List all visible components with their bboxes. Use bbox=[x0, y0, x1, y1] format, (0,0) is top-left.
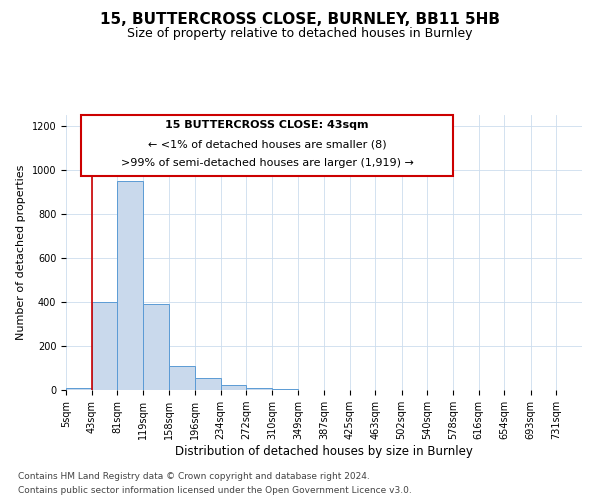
Bar bbox=[66, 388, 92, 390]
Bar bbox=[92, 302, 118, 390]
Text: >99% of semi-detached houses are larger (1,919) →: >99% of semi-detached houses are larger … bbox=[121, 158, 413, 168]
Bar bbox=[118, 181, 143, 390]
Text: 15 BUTTERCROSS CLOSE: 43sqm: 15 BUTTERCROSS CLOSE: 43sqm bbox=[166, 120, 369, 130]
Y-axis label: Number of detached properties: Number of detached properties bbox=[16, 165, 26, 340]
FancyBboxPatch shape bbox=[82, 115, 453, 176]
Bar bbox=[272, 389, 298, 390]
Text: 15, BUTTERCROSS CLOSE, BURNLEY, BB11 5HB: 15, BUTTERCROSS CLOSE, BURNLEY, BB11 5HB bbox=[100, 12, 500, 28]
Text: Contains public sector information licensed under the Open Government Licence v3: Contains public sector information licen… bbox=[18, 486, 412, 495]
X-axis label: Distribution of detached houses by size in Burnley: Distribution of detached houses by size … bbox=[175, 445, 473, 458]
Text: Contains HM Land Registry data © Crown copyright and database right 2024.: Contains HM Land Registry data © Crown c… bbox=[18, 472, 370, 481]
Bar bbox=[247, 388, 272, 390]
Text: ← <1% of detached houses are smaller (8): ← <1% of detached houses are smaller (8) bbox=[148, 140, 386, 149]
Bar bbox=[195, 378, 221, 390]
Bar bbox=[221, 385, 247, 390]
Bar bbox=[143, 304, 169, 390]
Bar bbox=[169, 366, 195, 390]
Text: Size of property relative to detached houses in Burnley: Size of property relative to detached ho… bbox=[127, 28, 473, 40]
